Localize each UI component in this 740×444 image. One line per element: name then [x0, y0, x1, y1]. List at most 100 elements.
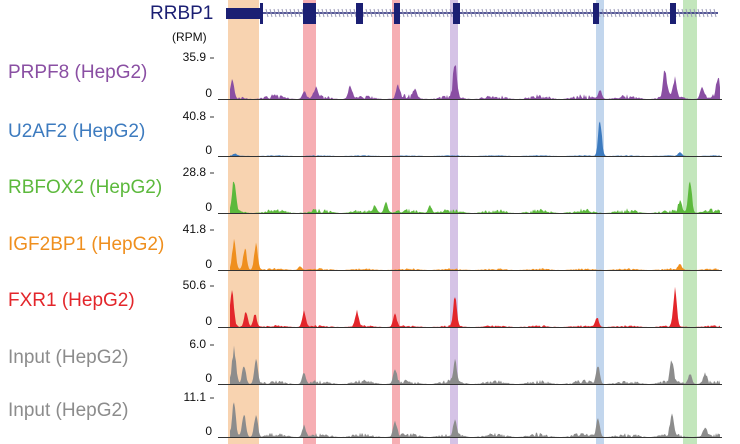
strand-arrow — [353, 8, 357, 18]
strand-arrow — [409, 8, 413, 18]
strand-arrow — [633, 8, 637, 18]
strand-arrow — [677, 8, 681, 18]
highlight-region — [683, 0, 697, 444]
track-max-value: 41.8 — [182, 222, 206, 236]
exon — [394, 3, 400, 24]
strand-arrow — [265, 8, 269, 18]
strand-arrow — [381, 8, 385, 18]
strand-arrow — [601, 8, 605, 18]
strand-arrow — [273, 8, 277, 18]
strand-arrow — [561, 8, 565, 18]
highlight-region — [303, 0, 316, 444]
strand-arrow — [489, 8, 493, 18]
strand-arrow — [293, 8, 297, 18]
track-label: RBFOX2 (HepG2) — [8, 177, 163, 198]
strand-arrow — [333, 8, 337, 18]
track-label: IGF2BP1 (HepG2) — [8, 234, 165, 255]
track-max-value: 40.8 — [182, 109, 206, 123]
highlight-region — [450, 0, 458, 444]
strand-arrow — [473, 8, 477, 18]
strand-arrow — [577, 8, 581, 18]
highlight-region — [596, 0, 604, 444]
strand-arrow — [269, 8, 273, 18]
strand-arrow — [429, 8, 433, 18]
strand-arrow — [565, 8, 569, 18]
strand-arrow — [605, 8, 609, 18]
highlight-region — [392, 0, 400, 444]
gene-name: RRBP1 — [150, 3, 214, 24]
strand-arrow — [349, 8, 353, 18]
strand-arrow — [345, 8, 349, 18]
track-label: FXR1 (HepG2) — [8, 290, 135, 311]
strand-arrow — [553, 8, 557, 18]
strand-arrow — [369, 8, 373, 18]
strand-arrow — [417, 8, 421, 18]
strand-arrow — [585, 8, 589, 18]
strand-arrow — [621, 8, 625, 18]
strand-arrow — [513, 8, 517, 18]
strand-arrow — [377, 8, 381, 18]
track-zero-value: 0 — [205, 371, 212, 385]
strand-arrow — [509, 8, 513, 18]
track-max-value: 50.6 — [182, 278, 206, 292]
strand-arrow — [569, 8, 573, 18]
strand-arrow — [681, 8, 685, 18]
strand-arrow — [657, 8, 661, 18]
track-zero-value: 0 — [205, 257, 212, 271]
strand-arrow — [477, 8, 481, 18]
track-label: Input (HepG2) — [8, 400, 129, 421]
strand-arrow — [401, 8, 405, 18]
strand-arrow — [493, 8, 497, 18]
strand-arrow — [445, 8, 449, 18]
strand-arrow — [521, 8, 525, 18]
strand-arrow — [713, 8, 717, 18]
strand-arrow — [285, 8, 289, 18]
strand-arrow — [505, 8, 509, 18]
strand-arrow — [297, 8, 301, 18]
strand-arrow — [441, 8, 445, 18]
strand-arrow — [625, 8, 629, 18]
signal-track — [230, 402, 720, 437]
strand-arrow — [685, 8, 689, 18]
track-label: PRPF8 (HepG2) — [8, 62, 148, 83]
strand-arrow — [289, 8, 293, 18]
exon — [453, 3, 460, 24]
exon — [670, 3, 676, 24]
track-max-value: 35.9 — [182, 50, 206, 64]
strand-arrow — [449, 8, 453, 18]
strand-arrow — [485, 8, 489, 18]
unit-label: (RPM) — [172, 30, 207, 44]
strand-arrow — [705, 8, 709, 18]
exon — [593, 3, 599, 24]
exon — [303, 3, 316, 24]
strand-arrow — [329, 8, 333, 18]
strand-arrow — [613, 8, 617, 18]
strand-arrow — [517, 8, 521, 18]
strand-arrow — [557, 8, 561, 18]
track-max-value: 28.8 — [182, 165, 206, 179]
strand-arrow — [469, 8, 473, 18]
strand-arrow — [697, 8, 701, 18]
strand-arrow — [589, 8, 593, 18]
strand-arrow — [385, 8, 389, 18]
strand-arrow — [693, 8, 697, 18]
strand-arrow — [501, 8, 505, 18]
track-zero-value: 0 — [205, 86, 212, 100]
track-zero-value: 0 — [205, 143, 212, 157]
track-max-value: 11.1 — [183, 390, 206, 404]
strand-arrow — [665, 8, 669, 18]
strand-arrow — [701, 8, 705, 18]
strand-arrow — [341, 8, 345, 18]
strand-arrow — [413, 8, 417, 18]
strand-arrow — [649, 8, 653, 18]
strand-arrow — [609, 8, 613, 18]
strand-arrow — [425, 8, 429, 18]
exon — [260, 3, 263, 24]
signal-track — [230, 345, 720, 384]
strand-arrow — [533, 8, 537, 18]
strand-arrow — [653, 8, 657, 18]
strand-arrow — [689, 8, 693, 18]
strand-arrow — [641, 8, 645, 18]
strand-arrow — [529, 8, 533, 18]
